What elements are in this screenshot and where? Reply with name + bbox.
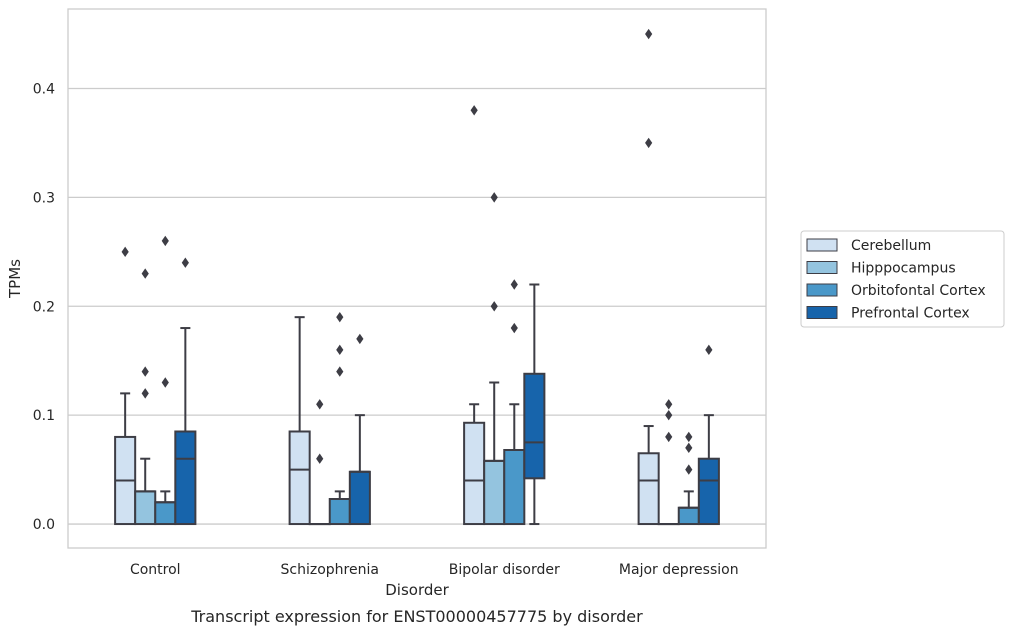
outlier-point (510, 322, 518, 334)
outlier-point (685, 442, 693, 454)
outlier-point (161, 235, 169, 247)
iqr-box (697, 457, 720, 526)
outlier-point (356, 333, 364, 345)
x-tick-label: Schizophrenia (281, 562, 379, 578)
box-prefrontal-cortex (697, 344, 720, 526)
legend-swatch (806, 261, 838, 274)
y-tick-label: 0.1 (33, 408, 55, 424)
y-tick-label: 0.4 (33, 81, 55, 97)
outlier-point (141, 388, 149, 399)
box-cerebellum (637, 28, 660, 526)
iqr-box (463, 421, 486, 526)
box-hipppocampus (657, 399, 680, 526)
box-hipppocampus (483, 192, 506, 526)
outlier-point (141, 366, 149, 377)
box-orbitofontal-cortex (328, 311, 351, 526)
iqr-box (637, 452, 660, 526)
grid-lines (68, 87, 766, 525)
outlier-point (490, 301, 498, 312)
outlier-point (121, 246, 129, 258)
legend-label: Prefrontal Cortex (851, 306, 970, 322)
y-tick-label: 0.3 (33, 190, 55, 206)
x-tick-label: Bipolar disorder (449, 562, 560, 578)
box-cerebellum (288, 316, 311, 526)
box-orbitofontal-cortex (503, 279, 526, 526)
outlier-point (490, 192, 498, 203)
outlier-point (336, 311, 344, 323)
iqr-box (523, 372, 546, 480)
x-axis-ticks: Control Schizophrenia Bipolar disorder Majo… (130, 562, 739, 578)
outlier-point (161, 377, 169, 388)
iqr-box (348, 470, 371, 526)
legend-frame (800, 230, 1005, 328)
outlier-point (645, 137, 653, 149)
plot-area-frame (67, 8, 767, 549)
legend-swatch (806, 283, 838, 297)
outlier-point (665, 399, 673, 410)
y-tick-label: 0.0 (33, 517, 55, 533)
outlier-point (665, 409, 673, 421)
outlier-point (470, 105, 478, 116)
iqr-box (288, 430, 311, 526)
figure-caption: Transcript expression for ENST0000045777… (190, 607, 643, 626)
outlier-point (685, 464, 693, 475)
y-tick-label: 0.2 (33, 299, 55, 315)
legend-label: Hipppocampus (851, 261, 956, 277)
outlier-point (336, 344, 344, 356)
outlier-point (685, 431, 693, 443)
box-prefrontal-cortex (523, 283, 546, 526)
outlier-point (141, 268, 149, 279)
outlier-point (705, 344, 713, 356)
y-axis-ticks: 0.0 0.1 0.2 0.3 0.4 (33, 81, 55, 533)
iqr-box (328, 498, 351, 526)
outlier-point (316, 453, 324, 464)
box-orbitofontal-cortex (154, 235, 177, 526)
y-axis-label: TPMs (6, 259, 24, 299)
outlier-point (181, 257, 189, 268)
outlier-point (336, 366, 344, 377)
legend-swatch (806, 238, 838, 252)
box-prefrontal-cortex (348, 333, 371, 526)
legend-label: Cerebellum (851, 238, 931, 254)
box-prefrontal-cortex (174, 257, 197, 526)
legend: Cerebellum Hipppocampus Orbitofontal Corte… (800, 230, 1005, 328)
box-cerebellum (463, 105, 486, 526)
outlier-point (510, 279, 518, 290)
x-axis-label: Disorder (385, 581, 449, 599)
iqr-box (174, 430, 197, 526)
iqr-box (677, 506, 700, 526)
legend-swatch (806, 306, 838, 319)
box-cerebellum (114, 246, 137, 526)
iqr-box (483, 459, 506, 526)
outlier-point (665, 431, 673, 443)
outlier-point (645, 28, 653, 40)
box-hipppocampus (134, 268, 157, 526)
iqr-box (154, 501, 177, 526)
iqr-box (503, 449, 526, 526)
x-tick-label: Major depression (619, 562, 739, 578)
x-tick-label: Control (130, 562, 181, 578)
legend-label: Orbitofontal Cortex (851, 283, 986, 299)
box-orbitofontal-cortex (677, 431, 700, 526)
iqr-box (134, 490, 157, 526)
box-plots (114, 28, 720, 526)
box-hipppocampus (308, 399, 331, 526)
outlier-point (316, 399, 324, 410)
